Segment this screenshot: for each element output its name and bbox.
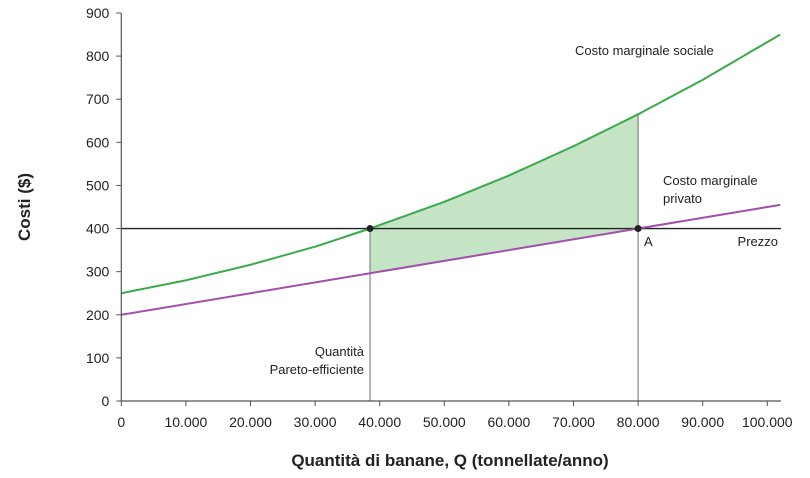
label-pareto-efficient: Pareto-efficiente (270, 362, 364, 377)
x-tick-label: 20.000 (229, 414, 272, 430)
label-quantity: Quantità (315, 344, 365, 359)
y-tick-label: 900 (86, 5, 110, 21)
x-tick-label: 10.000 (164, 414, 207, 430)
label-private-cost-2: privato (663, 191, 702, 206)
y-tick-label: 600 (86, 134, 110, 150)
label-social-cost: Costo marginale sociale (575, 43, 714, 58)
x-tick-label: 30.000 (294, 414, 337, 430)
x-tick-label: 80.000 (617, 414, 660, 430)
x-tick-label: 90.000 (681, 414, 724, 430)
y-tick-label: 800 (86, 48, 110, 64)
y-tick-label: 500 (86, 177, 110, 193)
y-tick-label: 300 (86, 264, 110, 280)
y-tick-label: 700 (86, 91, 110, 107)
y-tick-label: 200 (86, 307, 110, 323)
deadweight-loss-area (370, 114, 639, 274)
x-tick-label: 40.000 (358, 414, 401, 430)
series-private-marginal-cost (121, 203, 781, 316)
x-axis-title: Quantità di banane, Q (tonnellate/anno) (291, 451, 608, 470)
x-tick-label: 50.000 (423, 414, 466, 430)
series-social-marginal-cost (121, 33, 781, 295)
label-private-cost-1: Costo marginale (663, 173, 758, 188)
label-A: A (644, 234, 653, 249)
x-tick-label: 0 (117, 414, 125, 430)
x-tick-label: 60.000 (487, 414, 530, 430)
label-price: Prezzo (738, 234, 778, 249)
x-tick-label: 70.000 (552, 414, 595, 430)
y-tick-label: 400 (86, 221, 110, 237)
axes (120, 13, 781, 402)
point-A (634, 225, 642, 233)
y-axis-title: Costi ($) (15, 173, 34, 241)
y-tick-label: 0 (102, 393, 110, 409)
point-pareto (366, 225, 374, 233)
y-tick-label: 100 (86, 350, 110, 366)
x-tick-label: 100.000 (742, 414, 793, 430)
